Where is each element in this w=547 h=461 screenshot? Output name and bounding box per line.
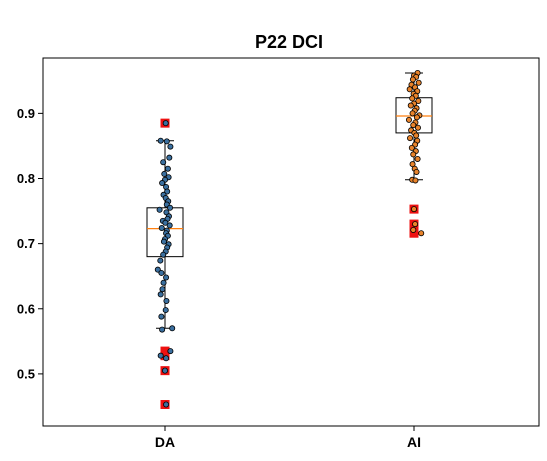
data-point-ai <box>410 151 417 158</box>
data-point-ai <box>410 206 417 213</box>
data-point-ai <box>409 76 416 83</box>
data-point-da <box>156 206 163 213</box>
data-point-da <box>154 266 161 273</box>
data-point-da <box>167 143 174 150</box>
data-point-da <box>160 159 167 166</box>
x-tick-label: AI <box>407 434 421 450</box>
data-point-da <box>160 238 167 245</box>
data-point-da <box>164 165 171 172</box>
data-point-da <box>167 348 174 355</box>
data-point-da <box>161 170 168 177</box>
data-point-ai <box>418 230 425 237</box>
data-point-ai <box>412 221 419 228</box>
data-point-da <box>160 279 167 286</box>
data-point-da <box>162 219 169 226</box>
plot-frame <box>42 57 540 427</box>
data-point-da <box>159 326 166 333</box>
data-point-da <box>166 154 173 161</box>
data-point-ai <box>409 95 416 102</box>
data-points <box>154 69 425 408</box>
y-tick-label: 0.8 <box>17 171 35 186</box>
data-point-ai <box>412 177 419 184</box>
data-point-da <box>161 367 168 374</box>
data-point-da <box>166 222 173 229</box>
data-point-da <box>160 251 167 258</box>
data-point-da <box>163 355 170 362</box>
data-point-ai <box>415 79 422 86</box>
data-point-ai <box>413 132 420 139</box>
data-point-ai <box>410 122 417 129</box>
data-point-da <box>162 120 169 127</box>
outlier-marker <box>409 228 419 238</box>
data-point-da <box>159 180 166 187</box>
data-point-ai <box>409 110 416 117</box>
data-point-da <box>158 313 165 320</box>
x-tick-label: DA <box>155 434 175 450</box>
data-point-ai <box>415 97 422 104</box>
data-point-da <box>158 269 165 276</box>
data-point-ai <box>407 135 414 142</box>
data-point-ai <box>414 155 421 162</box>
x-axis: DA AI <box>155 426 421 450</box>
data-point-da <box>162 307 169 314</box>
data-point-ai <box>413 114 420 121</box>
data-point-da <box>163 138 170 145</box>
data-point-da <box>164 188 171 195</box>
data-point-ai <box>414 124 421 131</box>
y-tick-label: 0.7 <box>17 236 35 251</box>
data-point-da <box>157 291 164 298</box>
data-point-da <box>163 401 170 408</box>
data-point-da <box>157 352 164 359</box>
data-point-da <box>157 257 164 264</box>
outlier-markers <box>160 118 419 410</box>
y-tick-label: 0.9 <box>17 106 35 121</box>
data-point-da <box>169 325 176 332</box>
data-point-da <box>158 224 165 231</box>
data-point-da <box>159 286 166 293</box>
data-point-ai <box>406 86 413 93</box>
data-point-da <box>163 274 170 281</box>
data-point-ai <box>405 116 412 123</box>
y-tick-label: 0.5 <box>17 366 35 381</box>
data-point-ai <box>410 226 417 233</box>
outlier-marker <box>160 346 170 356</box>
box-plots <box>146 72 433 329</box>
chart-title: P22 DCI <box>255 32 323 52</box>
data-point-ai <box>407 102 414 109</box>
data-point-ai <box>413 168 420 175</box>
y-axis: 0.5 0.6 0.7 0.8 0.9 <box>17 106 43 381</box>
y-tick-label: 0.6 <box>17 301 35 316</box>
data-point-ai <box>408 144 415 151</box>
data-point-da <box>163 297 170 304</box>
data-point-da <box>167 204 174 211</box>
data-point-da <box>157 137 164 144</box>
